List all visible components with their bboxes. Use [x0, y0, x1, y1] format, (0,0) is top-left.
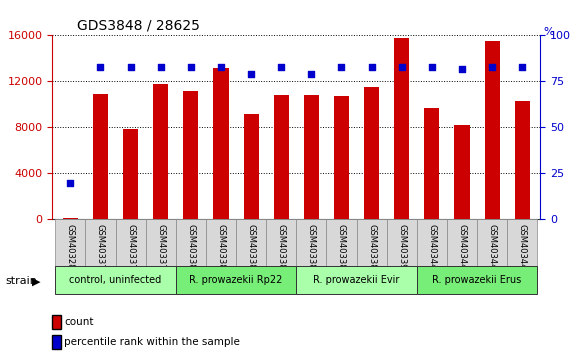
Bar	[243, 114, 259, 219]
FancyBboxPatch shape	[296, 266, 417, 294]
Bar	[485, 41, 500, 219]
Text: GSM403391: GSM403391	[397, 224, 406, 275]
Text: GSM403379: GSM403379	[156, 224, 165, 275]
Bar	[364, 87, 379, 219]
Text: GSM403384: GSM403384	[277, 224, 286, 275]
FancyBboxPatch shape	[236, 219, 266, 266]
Text: GSM403383: GSM403383	[246, 224, 256, 275]
Bar	[93, 94, 108, 219]
FancyBboxPatch shape	[85, 219, 116, 266]
Text: control, uninfected: control, uninfected	[69, 275, 162, 285]
Text: GSM403388: GSM403388	[337, 224, 346, 275]
FancyBboxPatch shape	[357, 219, 387, 266]
Point	[427, 64, 436, 69]
Point	[457, 66, 467, 72]
Point	[518, 64, 527, 69]
Bar	[123, 129, 138, 219]
FancyBboxPatch shape	[296, 219, 327, 266]
FancyBboxPatch shape	[477, 219, 507, 266]
FancyBboxPatch shape	[206, 219, 236, 266]
FancyBboxPatch shape	[116, 219, 146, 266]
Text: GSM403382: GSM403382	[217, 224, 225, 275]
FancyBboxPatch shape	[146, 219, 176, 266]
Bar	[424, 108, 439, 219]
Bar	[454, 125, 469, 219]
Text: GSM403445: GSM403445	[457, 224, 467, 275]
Text: count: count	[64, 317, 94, 327]
Text: GSM403387: GSM403387	[307, 224, 316, 275]
Text: GSM403377: GSM403377	[96, 224, 105, 275]
Point	[66, 180, 75, 185]
Point	[126, 64, 135, 69]
FancyBboxPatch shape	[176, 219, 206, 266]
Text: strain: strain	[6, 276, 38, 286]
Text: R. prowazekii Rp22: R. prowazekii Rp22	[189, 275, 283, 285]
Text: GSM403447: GSM403447	[518, 224, 527, 275]
Bar	[63, 218, 78, 219]
Point	[307, 71, 316, 77]
FancyBboxPatch shape	[417, 266, 537, 294]
Point	[397, 64, 406, 69]
Bar	[394, 38, 409, 219]
FancyBboxPatch shape	[417, 219, 447, 266]
Text: GSM403444: GSM403444	[428, 224, 436, 275]
Point	[156, 64, 166, 69]
Point	[487, 64, 497, 69]
Text: GSM403378: GSM403378	[126, 224, 135, 275]
FancyBboxPatch shape	[266, 219, 296, 266]
Text: GDS3848 / 28625: GDS3848 / 28625	[77, 19, 199, 33]
FancyBboxPatch shape	[176, 266, 296, 294]
Point	[187, 64, 196, 69]
FancyBboxPatch shape	[447, 219, 477, 266]
Bar	[304, 95, 319, 219]
Bar	[274, 95, 289, 219]
Bar	[334, 96, 349, 219]
Text: percentile rank within the sample: percentile rank within the sample	[64, 337, 240, 347]
FancyBboxPatch shape	[507, 219, 537, 266]
Point	[337, 64, 346, 69]
Bar	[213, 68, 228, 219]
Text: %: %	[543, 27, 554, 37]
Text: ▶: ▶	[32, 276, 41, 286]
FancyBboxPatch shape	[55, 219, 85, 266]
Text: GSM403281: GSM403281	[66, 224, 75, 275]
Point	[367, 64, 376, 69]
Point	[96, 64, 105, 69]
Text: GSM403380: GSM403380	[187, 224, 195, 275]
Bar	[153, 84, 168, 219]
Text: GSM403389: GSM403389	[367, 224, 376, 275]
FancyBboxPatch shape	[327, 219, 357, 266]
Text: R. prowazekii Erus: R. prowazekii Erus	[432, 275, 522, 285]
Text: R. prowazekii Evir: R. prowazekii Evir	[313, 275, 400, 285]
Point	[277, 64, 286, 69]
FancyBboxPatch shape	[387, 219, 417, 266]
Point	[216, 64, 225, 69]
Bar	[184, 91, 198, 219]
Point	[246, 71, 256, 77]
Bar	[515, 101, 530, 219]
FancyBboxPatch shape	[55, 266, 176, 294]
Text: GSM403446: GSM403446	[487, 224, 497, 275]
